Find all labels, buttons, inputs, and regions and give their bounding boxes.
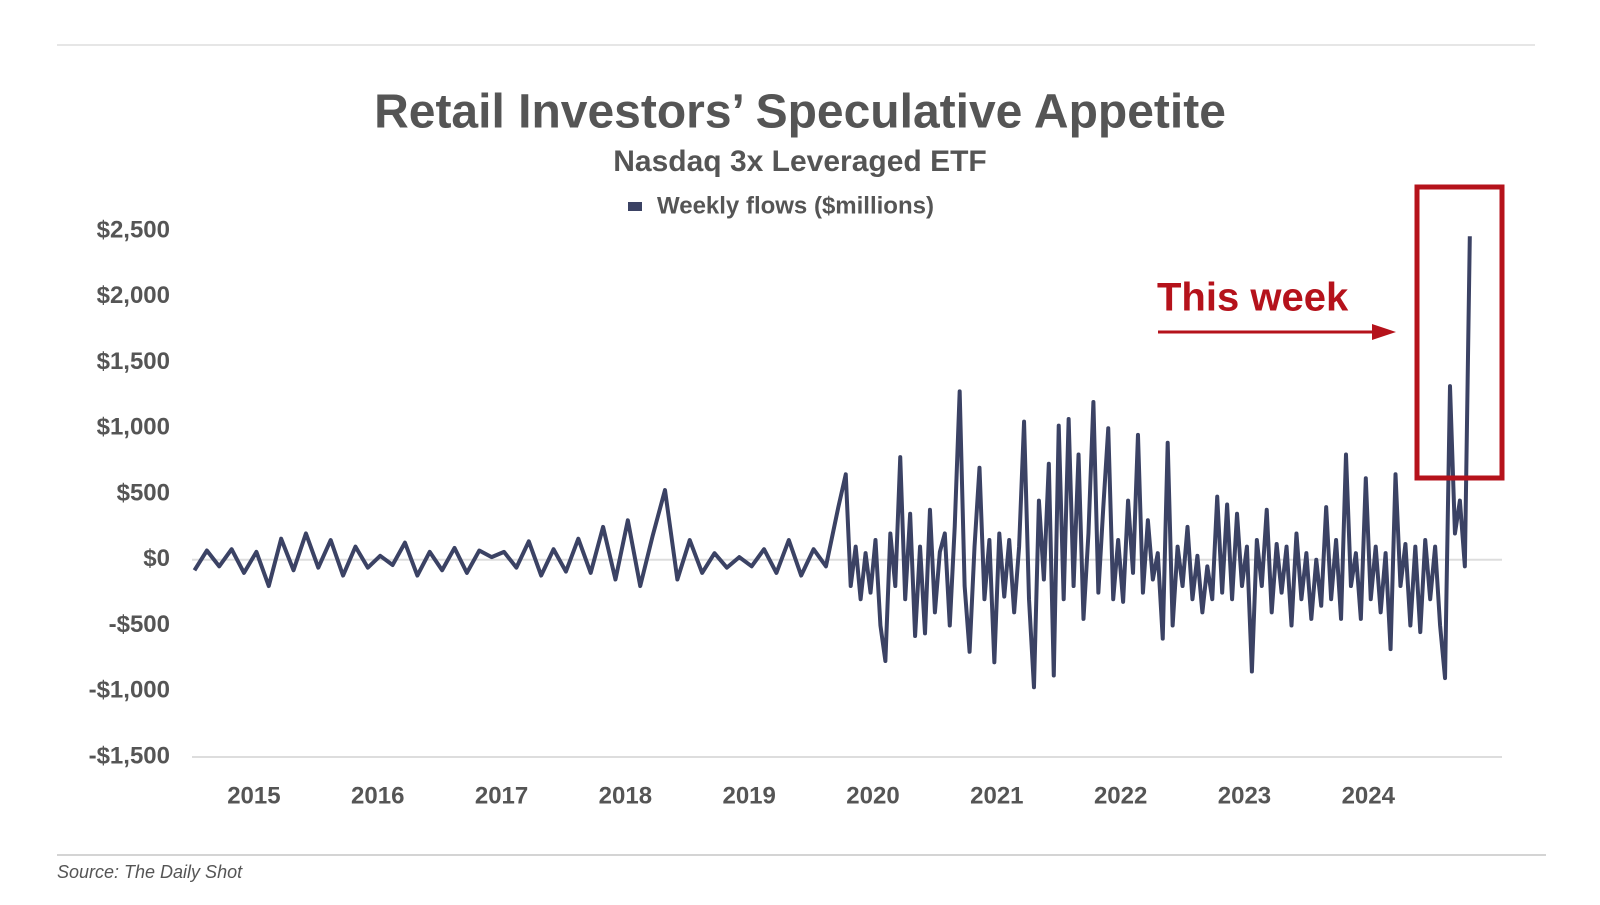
x-tick-label: 2016 bbox=[351, 782, 404, 809]
y-tick-label: $2,500 bbox=[97, 216, 170, 243]
flow-line bbox=[192, 236, 1472, 690]
legend-label: Weekly flows ($millions) bbox=[657, 192, 934, 219]
x-tick-label: 2021 bbox=[970, 782, 1023, 809]
x-tick-label: 2023 bbox=[1218, 782, 1271, 809]
x-tick-label: 2020 bbox=[846, 782, 899, 809]
y-tick-label: $0 bbox=[143, 545, 170, 572]
annotation: This week bbox=[1157, 276, 1349, 320]
legend-marker bbox=[628, 202, 642, 211]
x-tick-label: 2015 bbox=[227, 782, 280, 809]
y-tick-label: $1,000 bbox=[97, 414, 170, 441]
y-tick-label: -$500 bbox=[109, 611, 170, 638]
y-tick-label: -$1,500 bbox=[89, 742, 170, 769]
y-tick-label: $1,500 bbox=[97, 348, 170, 375]
arrow-head bbox=[1372, 324, 1396, 340]
highlight-box bbox=[1414, 184, 1505, 481]
x-tick-label: 2018 bbox=[599, 782, 652, 809]
y-tick-label: $2,000 bbox=[97, 282, 170, 309]
chart-subtitle: Nasdaq 3x Leveraged ETF bbox=[613, 145, 986, 178]
x-tick-label: 2019 bbox=[722, 782, 775, 809]
chart-title: Retail Investors’ Speculative Appetite bbox=[374, 86, 1226, 139]
y-tick-label: -$1,000 bbox=[89, 677, 170, 704]
x-tick-label: 2017 bbox=[475, 782, 528, 809]
y-tick-label: $500 bbox=[117, 479, 170, 506]
x-tick-label: 2022 bbox=[1094, 782, 1147, 809]
x-tick-label: 2024 bbox=[1342, 782, 1396, 809]
source: Source: The Daily Shot bbox=[57, 862, 243, 882]
